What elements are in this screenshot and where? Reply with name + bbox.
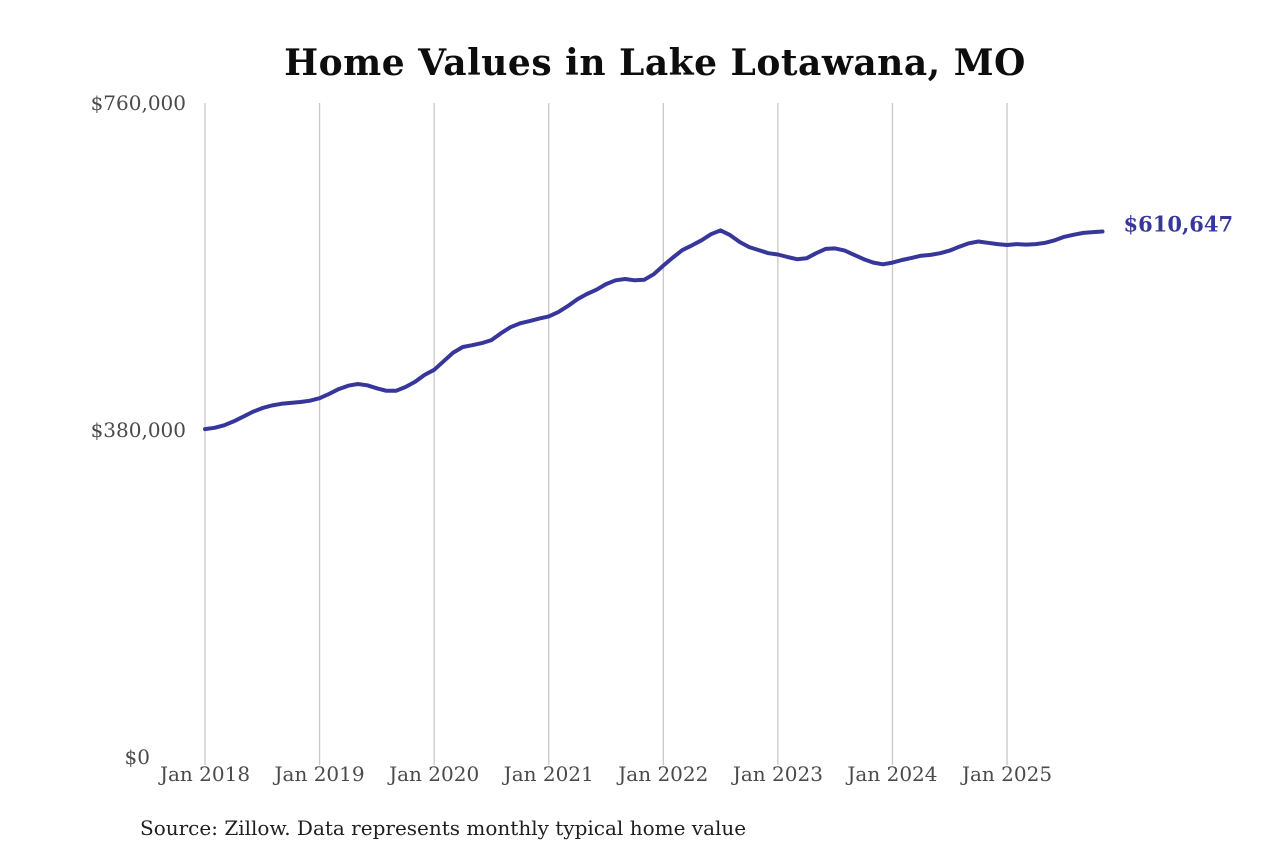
x-axis-tick-label: Jan 2019 [274, 762, 365, 786]
x-axis-tick-label: Jan 2020 [389, 762, 480, 786]
chart-title: Home Values in Lake Lotawana, MO [284, 42, 1026, 84]
x-axis-tick-label: Jan 2021 [503, 762, 594, 786]
x-axis-tick-label: Jan 2018 [159, 762, 251, 786]
x-axis-tick-label: Jan 2025 [961, 762, 1053, 786]
home-value-line [203, 228, 1105, 432]
y-axis-tick-label: $760,000 [90, 91, 186, 115]
x-axis-tick-label: Jan 2023 [732, 762, 823, 786]
x-axis-tick-label: Jan 2024 [847, 762, 938, 786]
y-axis-tick-label: $380,000 [90, 418, 186, 442]
y-axis-tick-label: $0 [124, 745, 150, 769]
end-value-label: $610,647 [1123, 211, 1234, 237]
x-axis-tick-label: Jan 2022 [618, 762, 709, 786]
source-note: Source: Zillow. Data represents monthly … [140, 816, 747, 840]
